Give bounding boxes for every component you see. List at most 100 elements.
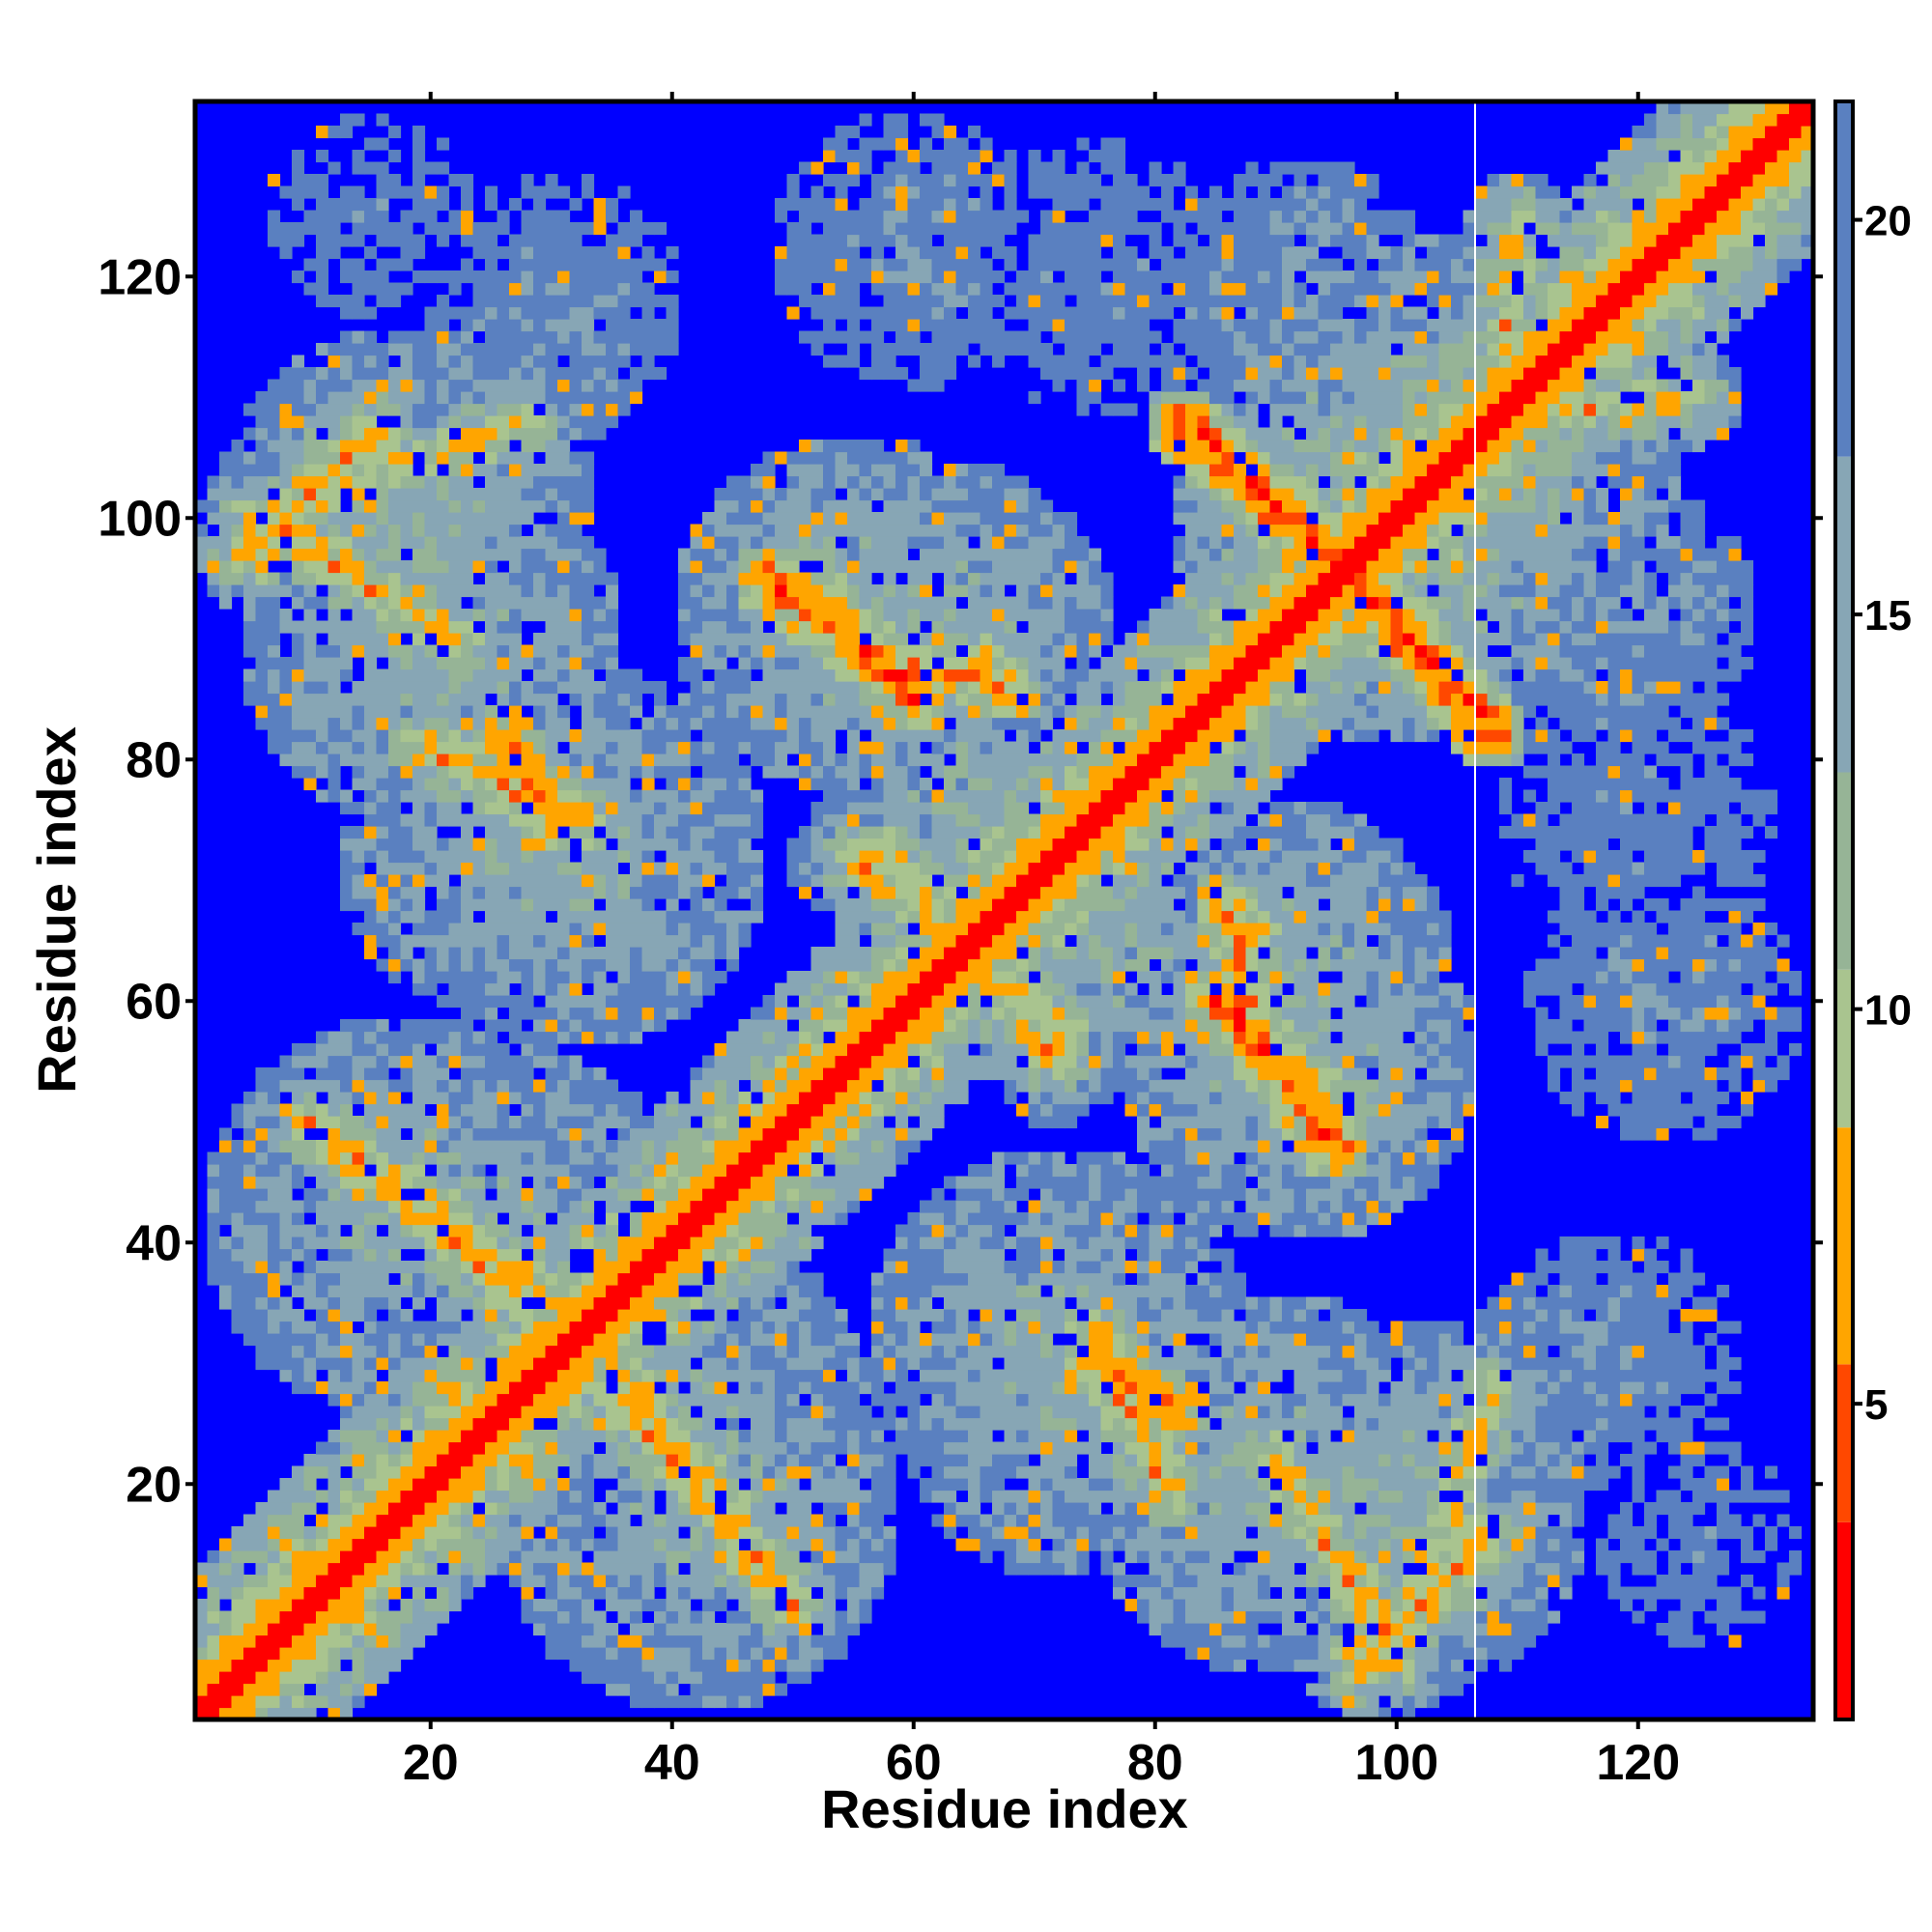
heatmap-cell <box>593 1333 607 1347</box>
heatmap-cell <box>243 1296 257 1310</box>
heatmap-cell <box>485 596 498 610</box>
heatmap-cell <box>786 174 800 187</box>
heatmap-cell <box>835 1610 848 1624</box>
heatmap-cell <box>316 174 329 187</box>
heatmap-cell <box>799 210 812 223</box>
heatmap-cell <box>472 1296 486 1310</box>
heatmap-cell <box>545 1067 558 1081</box>
heatmap-cell <box>630 1575 643 1588</box>
heatmap-cell <box>412 1067 426 1081</box>
heatmap-cell <box>533 813 547 827</box>
heatmap-cell <box>376 1478 389 1492</box>
heatmap-cell <box>497 1441 510 1455</box>
heatmap-cell <box>424 1019 438 1033</box>
heatmap-cell <box>738 1140 752 1153</box>
heatmap-cell <box>412 620 426 634</box>
heatmap-cell <box>786 1224 800 1237</box>
heatmap-cell <box>327 1261 341 1274</box>
heatmap-cell <box>786 1610 800 1624</box>
heatmap-cell <box>786 1116 800 1129</box>
heatmap-cell <box>292 1490 305 1503</box>
heatmap-cell <box>521 415 534 429</box>
heatmap-cell <box>799 1019 812 1033</box>
heatmap-cell <box>327 1272 341 1286</box>
heatmap-cell <box>714 862 727 875</box>
heatmap-cell <box>569 391 582 405</box>
heatmap-cell <box>424 415 438 429</box>
heatmap-cell <box>678 813 692 827</box>
heatmap-cell <box>786 1248 800 1262</box>
heatmap-cell <box>799 295 812 308</box>
heatmap-cell <box>762 1550 776 1564</box>
heatmap-cell <box>557 644 571 658</box>
heatmap-cell <box>762 1019 776 1033</box>
heatmap-cell <box>582 1623 595 1636</box>
heatmap-cell <box>376 1671 389 1685</box>
heatmap-cell <box>593 1659 607 1672</box>
heatmap-cell <box>448 1430 462 1443</box>
heatmap-cell <box>521 813 534 827</box>
heatmap-cell <box>533 898 547 912</box>
heatmap-cell <box>376 681 389 695</box>
heatmap-cell <box>509 947 523 960</box>
heatmap-cell <box>533 971 547 984</box>
heatmap-cell <box>255 705 269 719</box>
heatmap-cell <box>617 1236 631 1250</box>
heatmap-cell <box>327 403 341 416</box>
heatmap-cell <box>461 1043 474 1057</box>
heatmap-cell <box>726 1272 740 1286</box>
heatmap-cell <box>726 1043 740 1057</box>
heatmap-cell <box>340 1381 354 1395</box>
heatmap-cell <box>786 1043 800 1057</box>
heatmap-cell <box>751 1454 764 1467</box>
heatmap-cell <box>340 1695 354 1709</box>
heatmap-cell <box>231 1671 244 1685</box>
heatmap-cell <box>268 620 281 634</box>
heatmap-cell <box>678 1406 692 1419</box>
heatmap-cell <box>231 1272 244 1286</box>
heatmap-cell <box>569 1538 582 1551</box>
heatmap-cell <box>823 1478 837 1492</box>
heatmap-cell <box>582 1092 595 1105</box>
heatmap-cell <box>666 1526 679 1540</box>
heatmap-cell <box>702 560 716 574</box>
heatmap-cell <box>835 1321 848 1334</box>
heatmap-cell <box>316 1465 329 1479</box>
heatmap-cell <box>593 1562 607 1576</box>
heatmap-cell <box>400 1562 413 1576</box>
heatmap-cell <box>303 1575 317 1588</box>
heatmap-cell <box>303 729 317 743</box>
heatmap-cell <box>786 633 800 646</box>
heatmap-cell <box>376 295 389 308</box>
heatmap-cell <box>702 1381 716 1395</box>
heatmap-cell <box>545 1406 558 1419</box>
heatmap-cell <box>437 958 450 972</box>
heatmap-cell <box>654 270 668 284</box>
heatmap-cell <box>461 668 474 682</box>
heatmap-cell <box>327 1357 341 1371</box>
heatmap-cell <box>292 1224 305 1237</box>
heatmap-cell <box>702 1103 716 1117</box>
heatmap-cell <box>303 1164 317 1178</box>
heatmap-cell <box>775 1127 788 1141</box>
heatmap-cell <box>775 488 788 501</box>
heatmap-cell <box>327 1067 341 1081</box>
heatmap-cell <box>545 258 558 271</box>
heatmap-cell <box>762 1393 776 1406</box>
heatmap-cell <box>219 1575 233 1588</box>
heatmap-cell <box>702 1575 716 1588</box>
heatmap-cell <box>412 729 426 743</box>
heatmap-cell <box>485 1079 498 1093</box>
heatmap-cell <box>582 1188 595 1202</box>
heatmap-cell <box>412 910 426 923</box>
heatmap-cell <box>437 1586 450 1600</box>
heatmap-cell <box>195 1683 209 1696</box>
heatmap-cell <box>231 1140 244 1153</box>
heatmap-cell <box>593 1140 607 1153</box>
heatmap-cell <box>714 560 727 574</box>
heatmap-cell <box>303 1610 317 1624</box>
heatmap-cell <box>606 1514 619 1527</box>
heatmap-cell <box>268 1212 281 1226</box>
heatmap-cell <box>521 1333 534 1347</box>
heatmap-cell <box>327 1127 341 1141</box>
